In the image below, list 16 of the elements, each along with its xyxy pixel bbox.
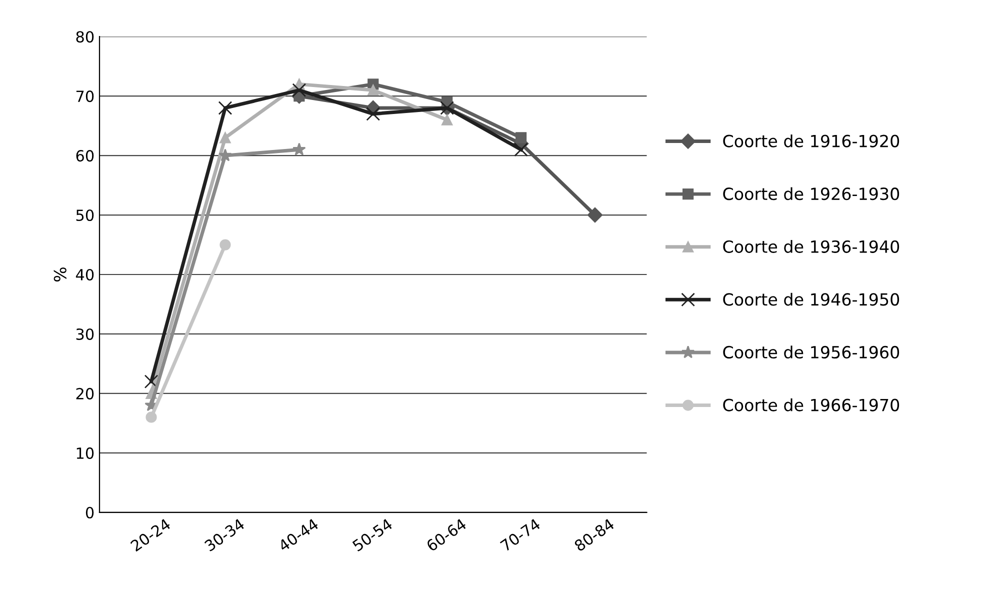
legend-label: Coorte de 1936-1940 xyxy=(723,240,900,253)
y-tick-label: 40 xyxy=(76,268,94,281)
y-tick-label: 80 xyxy=(76,31,94,43)
legend-label: Coorte de 1926-1930 xyxy=(723,187,900,200)
y-tick-label: 70 xyxy=(76,90,94,102)
legend-label: Coorte de 1946-1950 xyxy=(723,292,900,306)
y-tick-label: 30 xyxy=(76,328,94,340)
legend-label: Coorte de 1966-1970 xyxy=(723,398,900,412)
y-tick-label: 10 xyxy=(76,447,94,459)
legend-label: Coorte de 1916-1920 xyxy=(723,134,900,148)
y-tick-label: 20 xyxy=(76,388,94,400)
y-tick-label: 60 xyxy=(76,150,94,162)
y-tick-label: 0 xyxy=(86,506,94,518)
y-axis-title: % xyxy=(54,268,66,282)
legend-label: Coorte de 1956-1960 xyxy=(723,346,900,359)
y-tick-label: 50 xyxy=(76,209,94,222)
